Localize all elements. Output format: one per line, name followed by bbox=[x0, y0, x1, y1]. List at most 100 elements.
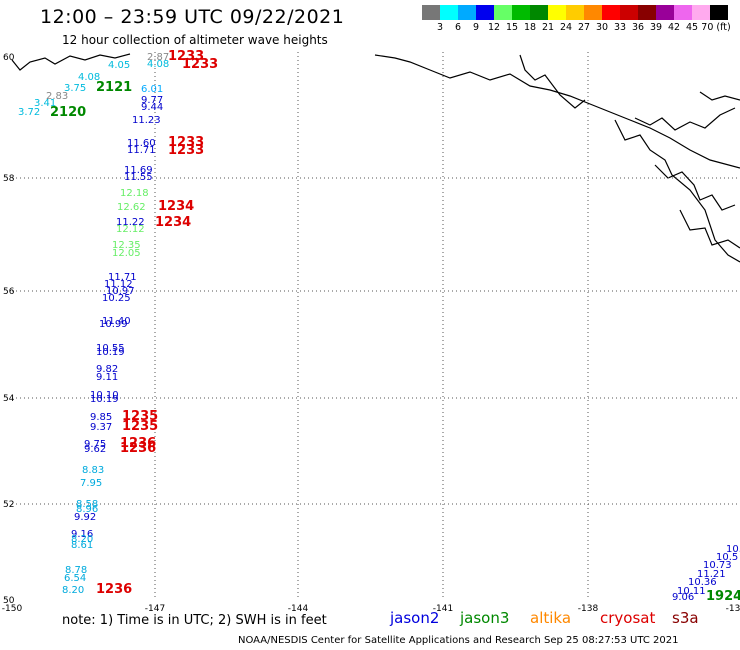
lat-label: 54 bbox=[3, 394, 15, 404]
lon-label: -13 bbox=[726, 604, 740, 614]
lon-label: -150 bbox=[2, 604, 23, 614]
wave-height-label: 10.10 bbox=[90, 390, 119, 401]
lat-label: 56 bbox=[3, 287, 15, 297]
legend-swatch bbox=[584, 5, 602, 20]
time-label: 1233 bbox=[168, 135, 204, 150]
wave-height-label: 2.83 bbox=[46, 91, 68, 102]
legend-label: 18 bbox=[523, 22, 537, 33]
wave-height-label: 4.08 bbox=[78, 72, 100, 83]
time-label: 1233 bbox=[168, 143, 204, 158]
legend-label: 33 bbox=[613, 22, 627, 33]
wave-height-label: 3.75 bbox=[64, 83, 86, 94]
time-label: 1234 bbox=[158, 199, 194, 214]
wave-height-label: 8.96 bbox=[76, 504, 98, 515]
wave-height-label: 11.71 bbox=[127, 145, 156, 156]
wave-height-label: 8.20 bbox=[71, 534, 93, 545]
wave-height-label: 9.16 bbox=[71, 529, 93, 540]
map-subtitle: 12 hour collection of altimeter wave hei… bbox=[62, 33, 328, 47]
units-note: note: 1) Time is in UTC; 2) SWH is in fe… bbox=[62, 613, 327, 628]
wave-height-label: 11.22 bbox=[116, 217, 145, 228]
legend-swatch bbox=[422, 5, 440, 20]
legend-label: 6 bbox=[454, 22, 462, 33]
lon-label: -141 bbox=[433, 604, 453, 614]
wave-height-label: 10.55 bbox=[96, 343, 125, 354]
satellite-cryosat: cryosat bbox=[600, 609, 656, 627]
legend-swatch bbox=[512, 5, 530, 20]
wave-height-label: 10.25 bbox=[102, 293, 131, 304]
legend-swatch bbox=[530, 5, 548, 20]
lat-label: 60 bbox=[3, 53, 15, 63]
time-label: 2120 bbox=[50, 105, 86, 120]
wave-height-label: 10.19 bbox=[90, 394, 119, 405]
legend-swatch bbox=[620, 5, 638, 20]
legend-label: 45 bbox=[685, 22, 699, 33]
legend-swatch bbox=[494, 5, 512, 20]
time-label: 1235 bbox=[122, 419, 158, 434]
wave-height-label: 11.23 bbox=[132, 115, 161, 126]
legend-swatch bbox=[674, 5, 692, 20]
wave-height-label: 6.54 bbox=[64, 573, 86, 584]
legend-swatch bbox=[710, 5, 728, 20]
wave-height-label: 10.99 bbox=[99, 319, 128, 330]
time-label: 2121 bbox=[96, 80, 132, 95]
credit-line: NOAA/NESDIS Center for Satellite Applica… bbox=[238, 635, 679, 646]
satellite-altika: altika bbox=[530, 609, 572, 627]
wave-height-label: 2.87 bbox=[147, 52, 169, 63]
satellite-jason2: jason2 bbox=[390, 609, 440, 627]
wave-height-label: 9.44 bbox=[141, 102, 163, 113]
wave-height-label: 6.01 bbox=[141, 84, 163, 95]
wave-height-label: 8.83 bbox=[82, 465, 104, 476]
time-label: 1233 bbox=[168, 49, 204, 64]
legend-label: 42 bbox=[667, 22, 681, 33]
time-label: 1236 bbox=[120, 436, 156, 451]
legend-label: 15 bbox=[505, 22, 519, 33]
legend-label: 24 bbox=[559, 22, 573, 33]
time-label: 1235 bbox=[122, 409, 158, 424]
legend-label: 9 bbox=[472, 22, 480, 33]
wave-height-label: 9.77 bbox=[141, 95, 163, 106]
color-legend bbox=[422, 5, 728, 20]
wave-height-label: 10.97 bbox=[106, 286, 135, 297]
wave-height-label: 10.19 bbox=[96, 347, 125, 358]
wave-height-label: 11.40 bbox=[102, 316, 131, 327]
time-label: 1236 bbox=[96, 582, 132, 597]
legend-swatch bbox=[602, 5, 620, 20]
wave-height-label: 12.12 bbox=[116, 224, 145, 235]
wave-height-label: 9.11 bbox=[96, 372, 118, 383]
wave-height-label: 11.71 bbox=[108, 272, 137, 283]
lat-lon-grid bbox=[12, 52, 740, 600]
legend-label: 21 bbox=[541, 22, 555, 33]
wave-height-label: 9.82 bbox=[96, 364, 118, 375]
legend-label: 27 bbox=[577, 22, 591, 33]
lon-label: -138 bbox=[578, 604, 599, 614]
legend-label: 12 bbox=[487, 22, 501, 33]
wave-height-label: 12.05 bbox=[112, 248, 141, 259]
satellite-s3a: s3a bbox=[672, 609, 699, 627]
wave-height-label: 12.18 bbox=[120, 188, 149, 199]
legend-swatch bbox=[692, 5, 710, 20]
wave-height-label: 12.62 bbox=[117, 202, 146, 213]
legend-label: 3 bbox=[436, 22, 444, 33]
wave-height-label: 3.41 bbox=[34, 98, 56, 109]
wave-height-label: 9.06 bbox=[672, 592, 694, 603]
legend-swatch bbox=[548, 5, 566, 20]
wave-height-label: 8.58 bbox=[76, 499, 98, 510]
lat-label: 50 bbox=[3, 596, 15, 606]
wave-height-label: 9.62 bbox=[84, 444, 106, 455]
legend-label: 39 bbox=[649, 22, 663, 33]
wave-height-label: 9.92 bbox=[74, 512, 96, 523]
wave-height-label: 11.69 bbox=[124, 165, 153, 176]
time-label: 1924 bbox=[706, 589, 740, 604]
wave-height-label: 11.60 bbox=[127, 138, 156, 149]
legend-swatch bbox=[476, 5, 494, 20]
lat-label: 58 bbox=[3, 174, 15, 184]
lon-label: -147 bbox=[145, 604, 165, 614]
wave-height-label: 10.36 bbox=[688, 577, 717, 588]
wave-height-label: 11.21 bbox=[697, 569, 726, 580]
wave-height-label: 9.75 bbox=[84, 439, 106, 450]
legend-swatch bbox=[566, 5, 584, 20]
time-label: 1233 bbox=[182, 57, 218, 72]
color-legend-labels: 3 6 9 12 15 18 21 24 27 30 33 36 39 42 45 70 (ft) bbox=[422, 22, 740, 34]
legend-swatch bbox=[638, 5, 656, 20]
legend-swatch bbox=[440, 5, 458, 20]
